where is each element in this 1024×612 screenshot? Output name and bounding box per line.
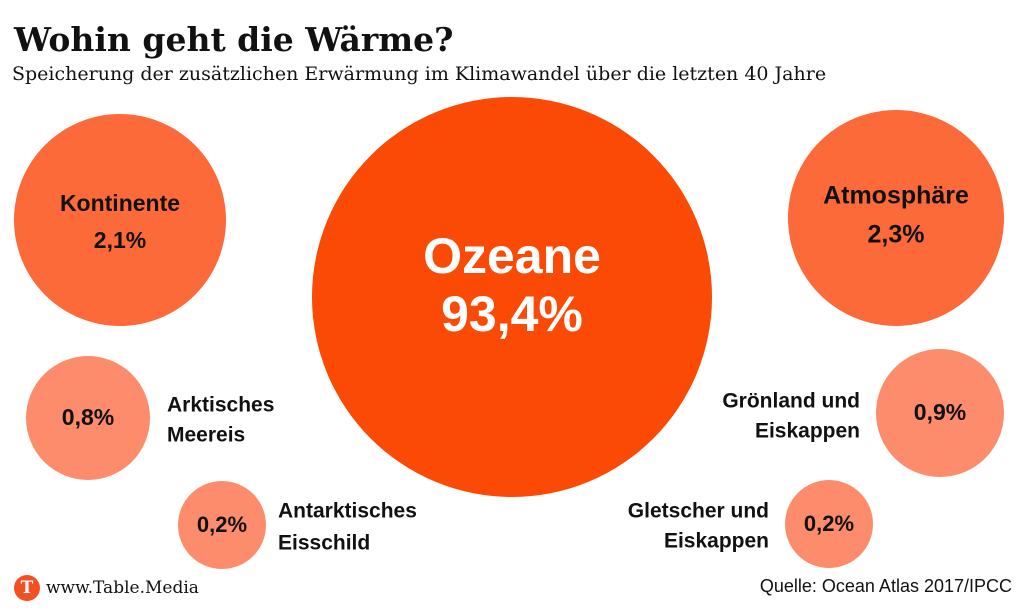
bubble-label-antarktisches-eisschild-line-2: Eisschild — [278, 532, 370, 555]
bubble-label-groenland-und-eiskappen-line-2: Eiskappen — [755, 420, 860, 443]
bubble-ozeane — [312, 97, 712, 497]
bubble-arktisches-meereis — [26, 356, 150, 480]
bubble-value-antarktisches-eisschild: 0,2% — [197, 512, 247, 537]
website-link[interactable]: www.Table.Media — [46, 578, 199, 598]
bubble-atmosphaere — [788, 110, 1004, 326]
bubble-label-gletscher-und-eiskappen-line-1: Gletscher und — [628, 500, 769, 523]
bubble-label-atmosphaere: Atmosphäre — [823, 182, 969, 210]
chart-title: Wohin geht die Wärme? — [14, 20, 454, 59]
bubble-label-gletscher-und-eiskappen-line-2: Eiskappen — [664, 530, 769, 553]
bubble-gletscher-und-eiskappen — [785, 480, 873, 568]
bubble-label-ozeane: Ozeane — [423, 228, 601, 284]
bubble-kontinente — [14, 114, 226, 326]
bubble-label-antarktisches-eisschild-line-1: Antarktisches — [278, 500, 417, 523]
bubble-value-kontinente: 2,1% — [94, 227, 146, 253]
brand: T www.Table.Media — [14, 574, 199, 602]
bubble-value-arktisches-meereis: 0,8% — [62, 404, 114, 430]
source-note: Quelle: Ocean Atlas 2017/IPCC — [759, 576, 1012, 596]
bubble-value-gletscher-und-eiskappen: 0,2% — [804, 511, 854, 536]
bubble-groenland-und-eiskappen — [876, 349, 1004, 477]
bubble-value-atmosphaere: 2,3% — [868, 221, 925, 249]
bubble-value-ozeane: 93,4% — [441, 286, 583, 342]
table-media-logo-icon: T — [14, 575, 40, 601]
bubble-label-groenland-und-eiskappen-line-1: Grönland und — [722, 390, 860, 413]
bubble-label-kontinente: Kontinente — [60, 190, 180, 216]
bubble-value-groenland-und-eiskappen: 0,9% — [914, 399, 966, 425]
bubble-label-arktisches-meereis-line-1: Arktisches — [167, 394, 274, 417]
bubble-antarktisches-eisschild — [178, 481, 266, 569]
bubble-label-arktisches-meereis-line-2: Meereis — [167, 424, 245, 447]
chart-subtitle: Speicherung der zusätzlichen Erwärmung i… — [12, 63, 827, 85]
